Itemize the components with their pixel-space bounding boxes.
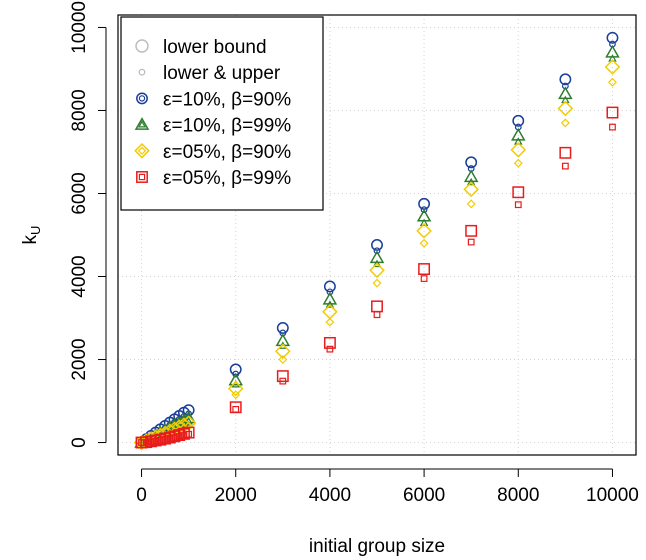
data-point-lower-bound xyxy=(559,73,572,86)
y-tick-label: 4000 xyxy=(69,255,90,297)
data-point-lower-bound xyxy=(512,114,525,127)
y-axis-title: kU xyxy=(20,226,43,245)
data-point-lower-bound xyxy=(371,239,383,251)
legend-marker xyxy=(138,68,146,76)
data-point-lower-upper xyxy=(231,390,241,400)
y-tick-label: 0 xyxy=(69,437,90,448)
data-point-lower-upper xyxy=(419,238,429,248)
data-point-lower-bound xyxy=(606,106,619,119)
y-tick-label: 8000 xyxy=(69,89,90,131)
data-point-lower-bound xyxy=(605,44,620,58)
data-point-lower-upper xyxy=(419,218,429,226)
legend-marker-outer xyxy=(134,117,150,130)
data-point-lower-bound xyxy=(369,250,385,264)
legend-box xyxy=(120,16,324,211)
legend-marker xyxy=(135,39,149,53)
data-point-lower-bound xyxy=(557,100,574,117)
data-point-lower-bound xyxy=(323,336,336,349)
x-tick-label: 8000 xyxy=(497,485,539,506)
data-point-lower-upper xyxy=(325,317,335,327)
data-point-lower-bound xyxy=(274,343,291,360)
data-point-lower-bound xyxy=(463,169,479,183)
legend-marker-outer xyxy=(134,142,150,159)
y-tick-label: 10000 xyxy=(69,1,90,54)
data-point-lower-upper xyxy=(466,199,476,209)
legend-label: lower & upper xyxy=(163,63,281,84)
data-point-lower-bound xyxy=(276,370,289,383)
data-point-lower-bound xyxy=(463,181,480,198)
data-point-lower-bound xyxy=(323,280,336,293)
data-point-lower-bound xyxy=(559,146,572,159)
legend-label: ε=10%, β=99% xyxy=(163,116,291,137)
data-point-lower-upper xyxy=(372,278,382,288)
data-point-lower-bound xyxy=(558,86,573,100)
x-tick-label: 0 xyxy=(136,485,147,506)
grid-lines xyxy=(118,15,636,455)
x-tick-label: 10000 xyxy=(586,485,639,506)
data-point-lower-bound xyxy=(465,224,478,237)
data-point-lower-bound xyxy=(227,380,244,397)
data-point-lower-upper xyxy=(609,123,616,131)
data-point-lower-bound xyxy=(322,291,338,305)
x-tick-label: 4000 xyxy=(309,485,351,506)
data-point-lower-bound xyxy=(510,142,527,158)
data-point-lower-upper xyxy=(325,300,335,308)
y-tick-label: 6000 xyxy=(69,172,90,214)
data-point-lower-upper xyxy=(607,77,617,87)
data-point-lower-upper xyxy=(467,238,475,246)
x-tick-label: 6000 xyxy=(403,485,445,506)
data-point-lower-upper xyxy=(561,162,569,170)
legend-marker-outer xyxy=(136,171,148,183)
legend-marker-outer xyxy=(136,92,148,105)
y-axis-title-main: k xyxy=(20,234,41,244)
y-axis: 0 2000 4000 6000 8000 10000 xyxy=(69,1,107,448)
legend-label: ε=05%, β=90% xyxy=(163,142,291,163)
data-point-lower-bound xyxy=(512,186,525,199)
data-point-lower-bound xyxy=(604,59,621,75)
data-point-lower-bound xyxy=(276,322,289,334)
series-square xyxy=(135,106,619,449)
data-point-lower-bound xyxy=(511,127,526,141)
x-axis-title: initial group size xyxy=(309,536,445,557)
x-axis: 0 2000 4000 6000 8000 10000 xyxy=(136,468,639,506)
legend: lower bound lower & upper ε=10%, β=90% ε=10… xyxy=(120,16,324,211)
data-point-lower-bound xyxy=(416,223,432,239)
plot-frame xyxy=(117,14,637,456)
data-point-lower-upper xyxy=(560,118,570,128)
legend-marker-inner xyxy=(138,95,146,102)
data-point-lower-upper xyxy=(232,405,240,413)
data-point-lower-upper xyxy=(326,345,334,353)
data-point-lower-upper xyxy=(373,247,381,255)
data-point-lower-upper xyxy=(513,158,523,168)
data-point-lower-upper xyxy=(514,201,522,209)
data-point-lower-bound xyxy=(228,372,243,386)
legend-label: ε=10%, β=90% xyxy=(163,89,291,110)
data-point-lower-upper xyxy=(232,370,240,378)
x-tick-label: 2000 xyxy=(215,485,257,506)
data-point-lower-bound xyxy=(369,262,385,279)
data-point-lower-upper xyxy=(466,177,476,186)
data-point-lower-upper xyxy=(373,311,381,319)
data-point-lower-upper xyxy=(185,430,193,438)
data-point-lower-bound xyxy=(182,426,195,439)
legend-marker-inner xyxy=(137,120,147,128)
data-point-lower-upper xyxy=(372,259,382,268)
data-point-lower-upper xyxy=(278,355,288,365)
legend-label: lower bound xyxy=(163,37,267,58)
data-point-lower-upper xyxy=(420,206,428,214)
data-points xyxy=(133,31,621,451)
legend-marker-inner xyxy=(138,173,146,181)
y-tick-label: 2000 xyxy=(69,338,90,380)
data-point-lower-bound xyxy=(418,263,431,275)
legend-marker-inner xyxy=(137,146,147,156)
legend-label: ε=05%, β=99% xyxy=(163,168,291,189)
data-point-lower-upper xyxy=(420,275,428,282)
data-point-lower-upper xyxy=(279,377,287,385)
data-point-lower-bound xyxy=(606,31,619,44)
y-axis-title-subscript: U xyxy=(28,226,43,235)
data-point-lower-bound xyxy=(465,156,478,169)
